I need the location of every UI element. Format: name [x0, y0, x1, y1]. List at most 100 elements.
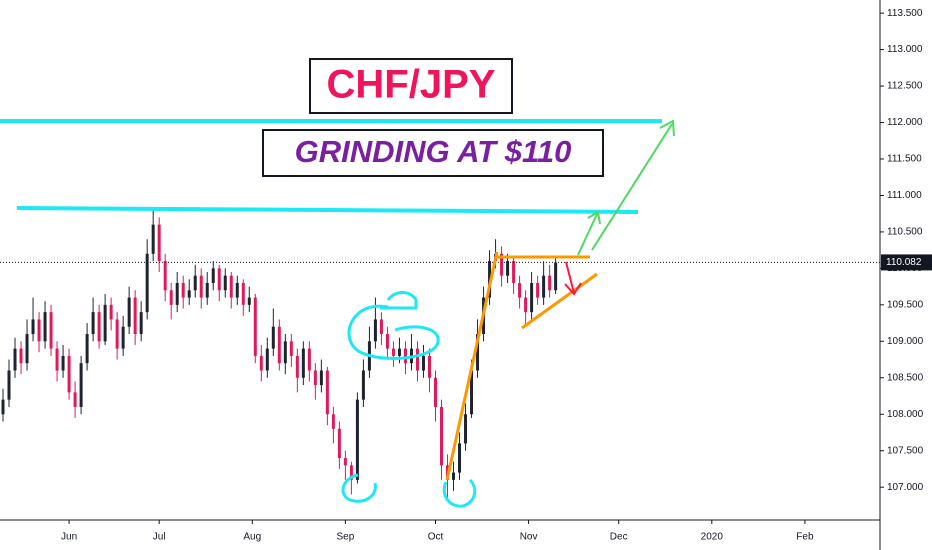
candle-body [476, 334, 480, 371]
candle-body [452, 472, 456, 480]
candle-body [13, 348, 17, 371]
candle-body [470, 370, 474, 415]
y-tick-label: 107.000 [887, 482, 924, 493]
candle-body [500, 253, 504, 276]
x-tick-label: Nov [520, 532, 538, 543]
subtitle-box [262, 129, 604, 177]
candle-body [403, 348, 407, 364]
candle-body [73, 392, 77, 407]
candle-body [55, 348, 59, 371]
x-tick-label: Jun [61, 532, 77, 543]
candle-body [331, 414, 335, 429]
candle-body [259, 355, 263, 371]
candle-body [199, 275, 203, 298]
resistance-line [16, 206, 639, 214]
last-price-label: 110.082 [886, 257, 922, 268]
x-tick-label: 2020 [701, 532, 724, 543]
candle-body [265, 348, 269, 371]
highlight-circle [380, 291, 418, 310]
candle-body [542, 275, 546, 298]
candle-body [518, 282, 522, 298]
candle-body [512, 261, 516, 283]
chart-title: CHF/JPY [327, 63, 496, 107]
candle-body [217, 268, 221, 291]
candle-body [421, 355, 425, 371]
y-tick-label: 113.000 [887, 44, 923, 55]
x-tick-label: Sep [336, 532, 354, 543]
y-tick-label: 108.000 [887, 409, 924, 420]
candle-body [121, 326, 125, 349]
candle-body [235, 282, 239, 298]
candle-body [391, 348, 395, 356]
candle-body [37, 319, 41, 342]
candle-body [193, 275, 197, 291]
x-tick-label: Aug [243, 532, 261, 543]
candle-body [307, 348, 311, 371]
candle-body [506, 261, 510, 276]
candle-body [223, 275, 227, 291]
candle-body [205, 282, 209, 298]
candle-body [271, 326, 275, 349]
candle-body [103, 304, 107, 342]
candle-body [530, 282, 534, 313]
candle-body [440, 406, 444, 466]
candle-body [169, 290, 173, 305]
candle-body [289, 341, 293, 356]
candle-body [458, 443, 462, 473]
drawings: CHF/JPY GRINDING AT $110 [0, 58, 675, 508]
candle-body [7, 370, 11, 400]
candle-body [145, 253, 149, 313]
candle-body [133, 297, 137, 335]
last-price-box [881, 254, 932, 271]
y-tick-label: 107.500 [887, 445, 924, 456]
candle-body [295, 355, 299, 378]
candle-body [49, 312, 53, 349]
x-tick-label: Dec [610, 532, 628, 543]
candle-body [115, 319, 119, 349]
candle-body [91, 312, 95, 335]
y-tick-label: 112.000 [887, 117, 923, 128]
candle-body [536, 282, 540, 298]
y-tick-label: 110.500 [887, 227, 923, 238]
y-tick-label: 111.500 [887, 154, 922, 165]
candle-body [109, 304, 113, 320]
candle-body [433, 377, 437, 407]
trend-line [521, 272, 598, 330]
candle-body [157, 224, 161, 262]
arrow [577, 210, 601, 256]
candle-body [79, 363, 83, 407]
candle-body [181, 282, 185, 298]
y-tick-label: 113.500 [887, 8, 923, 19]
y-tick-label: 112.500 [887, 81, 923, 92]
arrow [591, 119, 675, 251]
x-tick-label: Jul [153, 532, 166, 543]
candle-body [253, 297, 257, 356]
candle-body [67, 355, 71, 393]
candle-body [325, 370, 329, 415]
title-box [309, 58, 513, 114]
highlight-circle [347, 304, 440, 360]
candle-body [548, 275, 552, 291]
highlight-circle [341, 473, 377, 503]
x-tick-label: Oct [428, 532, 444, 543]
candle-body [427, 355, 431, 378]
y-tick-label: 109.500 [887, 299, 924, 310]
candle-body [277, 326, 281, 364]
candle-body [163, 261, 167, 291]
candle-body [85, 334, 89, 364]
candle-body [151, 224, 155, 254]
candle-body [31, 319, 35, 335]
chart-subtitle: GRINDING AT $110 [295, 134, 572, 169]
candle-body [247, 297, 251, 305]
candle-body [283, 341, 287, 364]
candle-body [379, 319, 383, 335]
candle-body [241, 282, 245, 305]
y-tick-label: 108.500 [887, 372, 924, 383]
candle-body [301, 348, 305, 378]
y-tick-label: 109.000 [887, 336, 924, 347]
candle-body [175, 282, 179, 305]
candle-body [397, 348, 401, 356]
candle-body [127, 297, 131, 327]
highlight-circle [442, 478, 477, 508]
